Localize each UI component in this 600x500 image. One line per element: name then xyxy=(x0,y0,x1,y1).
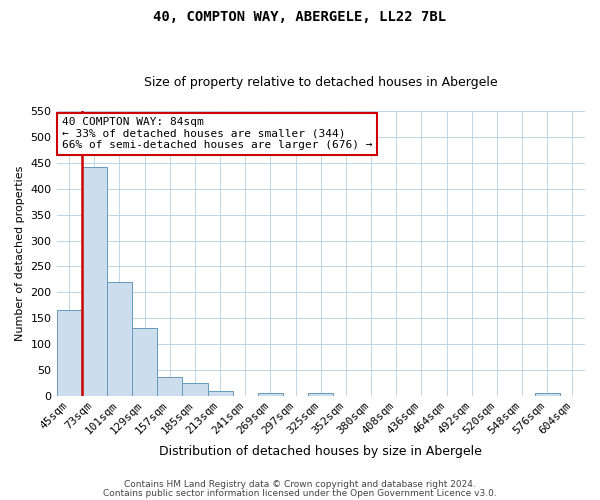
Title: Size of property relative to detached houses in Abergele: Size of property relative to detached ho… xyxy=(144,76,497,90)
Bar xyxy=(535,393,560,396)
Text: Contains public sector information licensed under the Open Government Licence v3: Contains public sector information licen… xyxy=(103,488,497,498)
X-axis label: Distribution of detached houses by size in Abergele: Distribution of detached houses by size … xyxy=(160,444,482,458)
Bar xyxy=(157,377,182,396)
Bar xyxy=(182,382,208,396)
Text: Contains HM Land Registry data © Crown copyright and database right 2024.: Contains HM Land Registry data © Crown c… xyxy=(124,480,476,489)
Bar xyxy=(107,282,132,396)
Bar xyxy=(132,328,157,396)
Bar xyxy=(258,393,283,396)
Bar xyxy=(308,393,334,396)
Bar xyxy=(82,167,107,396)
Bar xyxy=(56,310,82,396)
Y-axis label: Number of detached properties: Number of detached properties xyxy=(15,166,25,341)
Text: 40 COMPTON WAY: 84sqm
← 33% of detached houses are smaller (344)
66% of semi-det: 40 COMPTON WAY: 84sqm ← 33% of detached … xyxy=(62,117,373,150)
Bar xyxy=(208,391,233,396)
Text: 40, COMPTON WAY, ABERGELE, LL22 7BL: 40, COMPTON WAY, ABERGELE, LL22 7BL xyxy=(154,10,446,24)
